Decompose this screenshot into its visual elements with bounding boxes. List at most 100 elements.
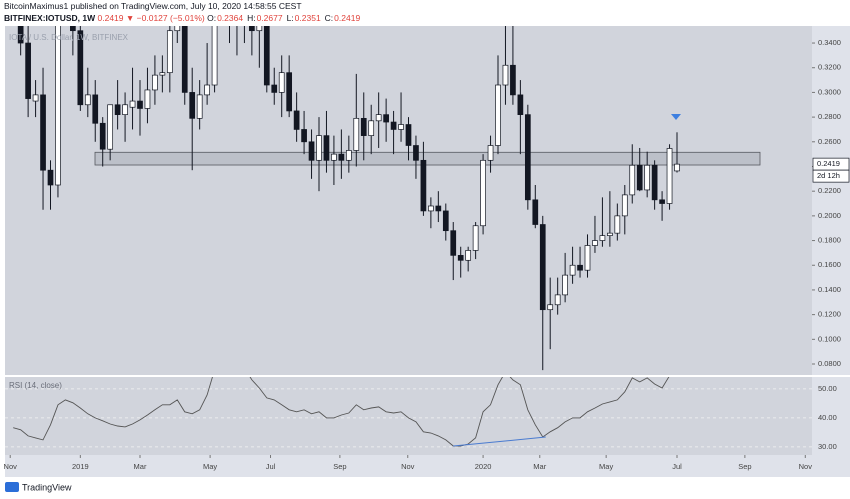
publisher: BitcoinMaximus1 published on TradingView… xyxy=(4,1,302,11)
candle-body xyxy=(189,92,196,119)
candle-body xyxy=(204,84,210,96)
candle-body xyxy=(510,64,516,96)
candle-body xyxy=(47,169,54,186)
candle-body xyxy=(25,42,31,99)
price-pane xyxy=(5,26,812,375)
candle-body xyxy=(271,84,278,93)
candle-body xyxy=(390,121,397,130)
candle-body xyxy=(286,72,293,112)
x-tick-label: 2020 xyxy=(475,462,492,471)
candle-body xyxy=(644,164,651,191)
footer-logo: TradingView xyxy=(22,482,72,492)
candle-body xyxy=(621,194,628,217)
candle-body xyxy=(651,164,658,201)
candle-body xyxy=(599,235,606,241)
candle-body xyxy=(569,264,576,276)
rsi-line xyxy=(13,377,670,447)
y-tick-label: 0.2000 xyxy=(818,211,841,220)
candle-body xyxy=(144,89,151,109)
candle-body xyxy=(547,304,554,311)
ohlc-value: 0.2419 xyxy=(334,13,361,23)
candle-body xyxy=(539,224,546,311)
candle-body xyxy=(181,26,188,93)
candle-body xyxy=(40,94,46,171)
candle-body xyxy=(32,94,39,102)
candle-body xyxy=(256,26,263,32)
candle-body xyxy=(55,26,61,186)
candle-body xyxy=(77,30,84,106)
price-plot xyxy=(17,26,761,371)
x-tick-label: 2019 xyxy=(72,462,89,471)
candle-body xyxy=(293,110,300,130)
candle-body xyxy=(614,215,621,234)
candle-body xyxy=(338,153,345,161)
y-tick-label: 0.3200 xyxy=(818,63,841,72)
candle-body xyxy=(562,274,568,296)
candle-body xyxy=(308,141,315,161)
candle-body xyxy=(122,104,128,115)
publisher-line: BitcoinMaximus1 published on TradingView… xyxy=(4,0,364,12)
price: 0.2419 xyxy=(97,13,124,23)
change: ▼ −0.0127 (−5.01%) xyxy=(125,13,205,23)
candle-body xyxy=(323,135,330,161)
y-tick-label: 0.1200 xyxy=(818,310,841,319)
candle-body xyxy=(345,150,352,161)
candle-body xyxy=(114,104,121,115)
candle-body xyxy=(99,122,106,150)
rsi-trendline xyxy=(453,436,546,447)
ohlc-value: 0.2364 xyxy=(217,13,244,23)
header: BitcoinMaximus1 published on TradingView… xyxy=(4,0,364,24)
x-tick-label: Nov xyxy=(401,462,415,471)
support-zone xyxy=(94,151,761,166)
candle-body xyxy=(107,104,114,150)
y-tick-label: 30.00 xyxy=(818,442,837,451)
candle-body xyxy=(301,129,307,143)
candle-body xyxy=(383,114,389,123)
countdown-label: 2d 12h xyxy=(817,171,840,180)
ohlc-key: O: xyxy=(207,13,217,23)
x-tick-label: Mar xyxy=(533,462,546,471)
y-tick-label: 0.0800 xyxy=(818,359,841,368)
candle-body xyxy=(457,255,464,261)
candle-body xyxy=(263,26,270,86)
candle-body xyxy=(211,26,218,86)
candle-body xyxy=(137,100,143,109)
symbol: BITFINEX:IOTUSD, 1W xyxy=(4,13,96,23)
candle-body xyxy=(166,30,173,74)
ohlc-key: C: xyxy=(324,13,334,23)
candle-body xyxy=(524,114,531,201)
candle-body xyxy=(375,114,382,122)
candle-body xyxy=(666,148,673,204)
y-tick-label: 50.00 xyxy=(818,384,837,393)
axes: 0.34000.32000.30000.28000.26000.24000.22… xyxy=(4,38,850,471)
candle-body xyxy=(465,250,472,261)
x-tick-label: Mar xyxy=(134,462,147,471)
x-tick-label: Jul xyxy=(672,462,682,471)
logo-icon xyxy=(5,482,19,492)
symbol-line: BITFINEX:IOTUSD, 1W 0.2419 ▼ −0.0127 (−5… xyxy=(4,12,364,24)
candle-body xyxy=(413,145,419,161)
candle-body xyxy=(442,210,449,232)
y-tick-label: 0.1000 xyxy=(818,334,841,343)
candle-body xyxy=(249,26,255,32)
candle-body xyxy=(554,294,561,306)
signal-arrow xyxy=(671,114,681,120)
x-tick-label: May xyxy=(599,462,613,471)
y-tick-label: 0.1800 xyxy=(818,236,841,245)
candle-body xyxy=(674,163,680,172)
countdown-box xyxy=(812,169,850,183)
candle-body xyxy=(584,245,591,271)
time-axis xyxy=(5,455,850,477)
candle-body xyxy=(636,164,643,191)
candle-body xyxy=(84,94,91,106)
candle-body xyxy=(532,199,539,225)
candle-body xyxy=(659,199,665,204)
x-tick-label: May xyxy=(203,462,217,471)
candle-body xyxy=(70,26,76,32)
candle-body xyxy=(480,159,486,227)
candle-body xyxy=(353,117,360,151)
candle-body xyxy=(607,232,613,236)
candle-body xyxy=(405,124,412,146)
candle-body xyxy=(495,84,501,146)
